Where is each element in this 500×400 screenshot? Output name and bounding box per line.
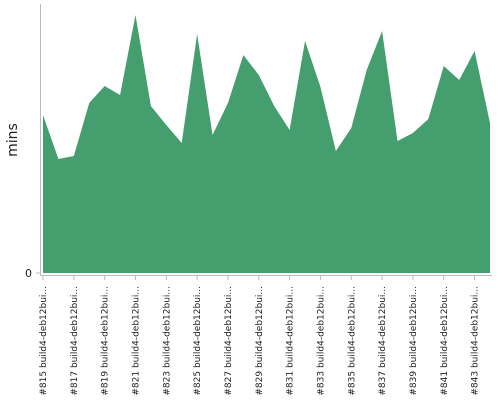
x-tick-label: #829 build4-deb12bui... bbox=[255, 286, 265, 396]
x-tick-label: #841 build4-deb12bui... bbox=[440, 286, 450, 396]
x-tick-label: #817 build4-deb12bui... bbox=[70, 286, 80, 396]
x-tick-label: #823 build4-deb12bui... bbox=[162, 286, 172, 396]
x-tick-label: #831 build4-deb12bui... bbox=[286, 286, 296, 396]
x-tick-label: #835 build4-deb12bui... bbox=[347, 286, 357, 396]
x-tick-label: #827 build4-deb12bui... bbox=[224, 286, 234, 396]
area bbox=[43, 15, 490, 273]
x-tick-label: #819 build4-deb12bui... bbox=[101, 286, 111, 396]
y-axis-label: mins bbox=[5, 123, 21, 157]
x-tick-label: #833 build4-deb12bui... bbox=[316, 286, 326, 396]
y-tick-label: 0 bbox=[25, 267, 32, 280]
x-tick-label: #839 build4-deb12bui... bbox=[409, 286, 419, 396]
x-tick-label: #843 build4-deb12bui... bbox=[471, 286, 481, 396]
x-tick-label: #815 build4-deb12bui... bbox=[39, 286, 49, 396]
x-tick-label: #825 build4-deb12bui... bbox=[193, 286, 203, 396]
x-tick-label: #821 build4-deb12bui... bbox=[131, 286, 141, 396]
x-tick-label: #837 build4-deb12bui... bbox=[378, 286, 388, 396]
